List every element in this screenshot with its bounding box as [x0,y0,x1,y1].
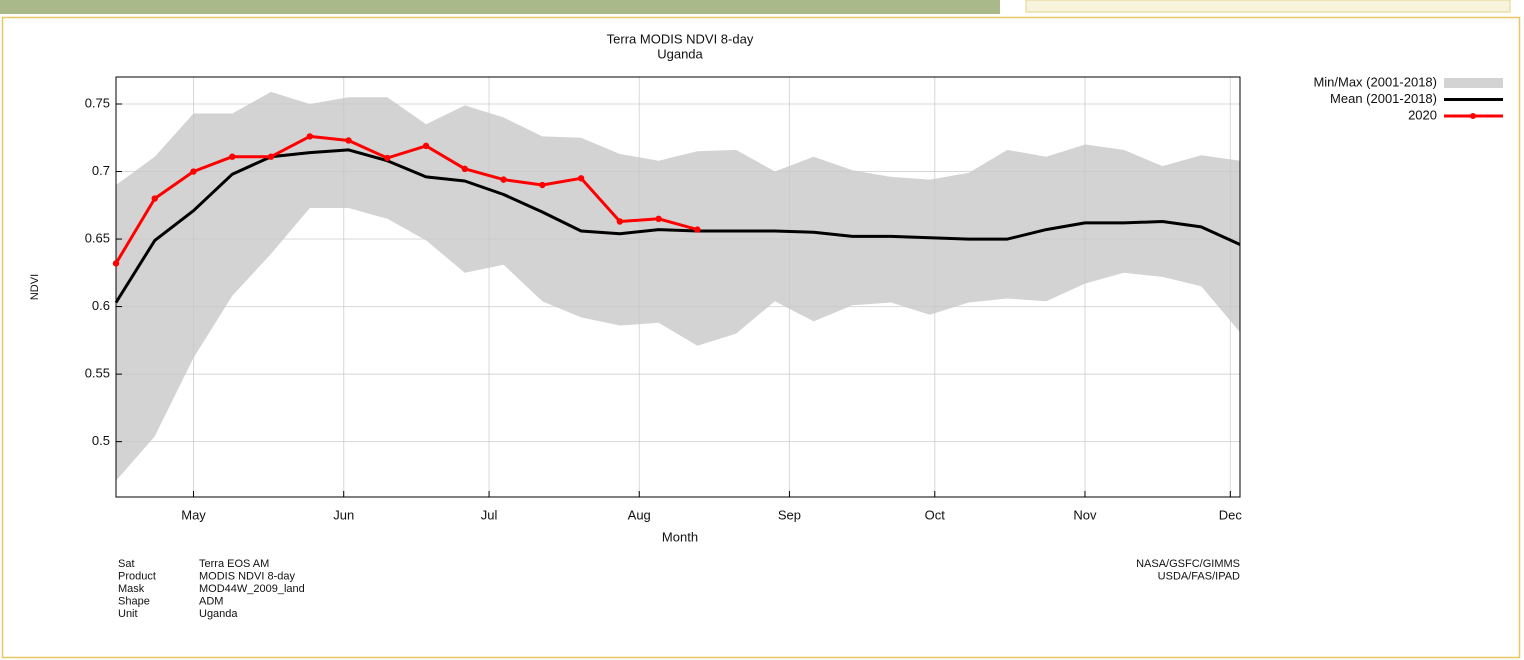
point [617,218,623,224]
top-panel-strip [1026,0,1510,12]
top-image-strip [0,0,1000,14]
credit: USDA/FAS/IPAD [1158,570,1240,582]
chart: Terra MODIS NDVI 8-day Uganda Month NDVI… [0,0,1524,660]
x-axis-label: Month [662,529,698,544]
point [229,153,235,159]
x-tick-label: Jun [333,507,354,522]
point [152,195,158,201]
legend-marker [1470,113,1476,119]
chart-title: Terra MODIS NDVI 8-day [607,31,754,46]
legend-label: Mean (2001-2018) [1330,91,1437,106]
y-tick-label: 0.75 [85,95,110,110]
x-tick-label: May [181,507,206,522]
y-axis-label: NDVI [29,274,41,300]
legend-swatch [1444,78,1503,88]
meta-key: Unit [118,608,138,620]
meta-key: Sat [118,558,135,570]
meta-key: Product [118,570,156,582]
x-tick-label: Nov [1073,507,1097,522]
y-tick-label: 0.7 [92,163,110,178]
page: Terra MODIS NDVI 8-day Uganda Month NDVI… [0,0,1524,660]
point [500,176,506,182]
meta-key: Shape [118,595,150,607]
point [539,182,545,188]
legend-label: Min/Max (2001-2018) [1313,74,1437,89]
legend-label: 2020 [1408,107,1437,122]
meta-value: MODIS NDVI 8-day [199,570,295,582]
meta-key: Mask [118,583,145,595]
point [578,175,584,181]
chart-subtitle: Uganda [657,46,703,61]
x-tick-label: Aug [628,507,651,522]
x-tick-label: Sep [778,507,801,522]
y-tick-label: 0.55 [85,366,110,381]
y-tick-label: 0.5 [92,433,110,448]
point [462,166,468,172]
meta-value: Uganda [199,608,238,620]
point [113,260,119,266]
meta-value: ADM [199,595,223,607]
meta-value: Terra EOS AM [199,558,269,570]
point [694,226,700,232]
x-tick-label: Oct [925,507,946,522]
point [384,155,390,161]
credit: NASA/GSFC/GIMMS [1136,558,1240,570]
point [345,137,351,143]
point [655,216,661,222]
point [268,153,274,159]
y-tick-label: 0.6 [92,298,110,313]
point [307,133,313,139]
x-tick-label: Dec [1219,507,1243,522]
point [190,168,196,174]
point [423,143,429,149]
meta-value: MOD44W_2009_land [199,583,305,595]
y-tick-label: 0.65 [85,230,110,245]
x-tick-label: Jul [481,507,498,522]
